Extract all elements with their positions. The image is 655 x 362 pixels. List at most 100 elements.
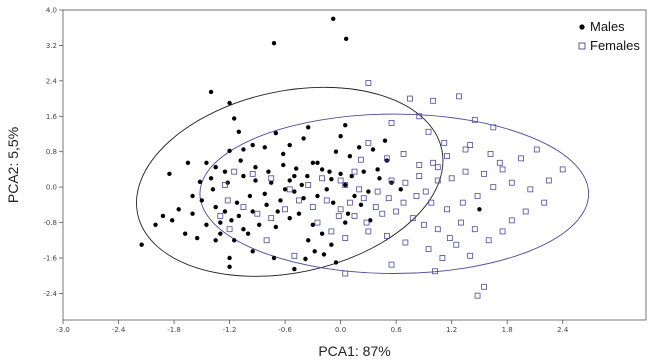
females-point <box>499 166 506 173</box>
females-point <box>268 175 275 182</box>
males-point <box>227 255 232 261</box>
females-point <box>342 270 349 277</box>
males-point <box>213 238 218 243</box>
x-tick-label: -0.6 <box>278 326 292 334</box>
x-tick-label: 2.4 <box>557 326 569 334</box>
females-point <box>474 193 481 199</box>
males-point <box>347 153 353 159</box>
females-point <box>400 151 407 157</box>
x-tick-label: 1.2 <box>446 326 457 334</box>
males-point <box>319 167 325 172</box>
males-point <box>296 211 302 216</box>
females-point <box>545 177 552 184</box>
females-point <box>337 206 344 213</box>
males-point <box>331 16 336 22</box>
females-point <box>490 124 497 131</box>
females-point <box>508 179 515 186</box>
females-point <box>328 228 335 235</box>
confidence-ellipses <box>136 86 590 277</box>
males-point <box>222 169 228 174</box>
y-axis-title: PCA2: 5,5% <box>5 127 21 203</box>
females-point <box>490 184 497 191</box>
females-point <box>481 283 487 290</box>
x-tick-label: -1.2 <box>223 326 237 334</box>
females-point <box>374 188 381 195</box>
females-point <box>527 186 534 193</box>
females-point <box>351 168 358 175</box>
females-point <box>231 168 238 175</box>
females-point <box>430 97 437 104</box>
females-point <box>471 226 478 233</box>
females-point <box>240 204 247 210</box>
females-point <box>342 182 349 188</box>
males-point <box>382 138 388 143</box>
females-point <box>335 213 342 219</box>
females-point <box>462 168 469 175</box>
males-point <box>241 173 246 179</box>
males-point <box>377 176 382 181</box>
females-point <box>314 219 321 226</box>
males-point <box>204 222 209 227</box>
males-point <box>229 218 234 223</box>
males-point <box>213 204 218 210</box>
males-point <box>327 169 332 174</box>
males-point <box>305 173 310 179</box>
males-point <box>234 200 240 205</box>
females-point <box>434 177 441 184</box>
females-point <box>559 166 566 173</box>
males-point <box>241 227 246 232</box>
males-point <box>281 151 286 157</box>
x-tick-label: 1.8 <box>502 326 513 334</box>
x-tick-label: 0.6 <box>391 326 403 334</box>
females-point <box>217 213 224 219</box>
females-point <box>467 142 474 148</box>
females-point <box>224 197 231 204</box>
females-legend-label: Females <box>590 38 640 53</box>
males-point <box>182 231 188 236</box>
males-point <box>231 116 237 121</box>
females-point <box>268 215 275 222</box>
males-point <box>227 100 232 106</box>
females-point <box>337 177 344 184</box>
legend: Males Females <box>578 19 640 53</box>
y-tick-label: 1.6 <box>46 113 58 121</box>
females-point <box>434 226 441 233</box>
males-point <box>343 122 348 128</box>
females-point <box>508 217 515 224</box>
males-point <box>208 176 214 181</box>
females-point <box>416 113 423 120</box>
females-point <box>254 210 261 217</box>
females-point <box>496 159 503 166</box>
males-point <box>361 169 366 174</box>
males-point <box>333 149 339 154</box>
males-point <box>275 209 280 214</box>
males-point <box>301 196 306 201</box>
males-point <box>231 238 237 243</box>
females-point <box>430 159 437 166</box>
males-point <box>287 142 292 148</box>
females-point <box>413 193 420 199</box>
males-point <box>264 202 269 208</box>
females-point <box>402 179 409 186</box>
females-point <box>383 155 390 162</box>
males-point <box>299 182 304 188</box>
y-tick-label: 2.4 <box>46 77 58 85</box>
females-point <box>474 292 481 299</box>
females-point <box>444 206 450 213</box>
data-points <box>139 16 566 299</box>
females-point <box>305 182 312 188</box>
males-point <box>238 158 243 163</box>
females-point <box>409 215 416 222</box>
males-point <box>253 178 258 183</box>
females-point <box>351 213 358 219</box>
males-point <box>185 160 191 165</box>
males-point <box>250 209 255 214</box>
males-point <box>250 249 255 254</box>
females-point <box>286 186 293 193</box>
y-tick-label: 4.0 <box>46 7 57 15</box>
x-tick-label: -1.8 <box>167 326 181 334</box>
females-point <box>346 199 353 206</box>
males-point <box>245 231 251 236</box>
females-point <box>434 164 441 171</box>
